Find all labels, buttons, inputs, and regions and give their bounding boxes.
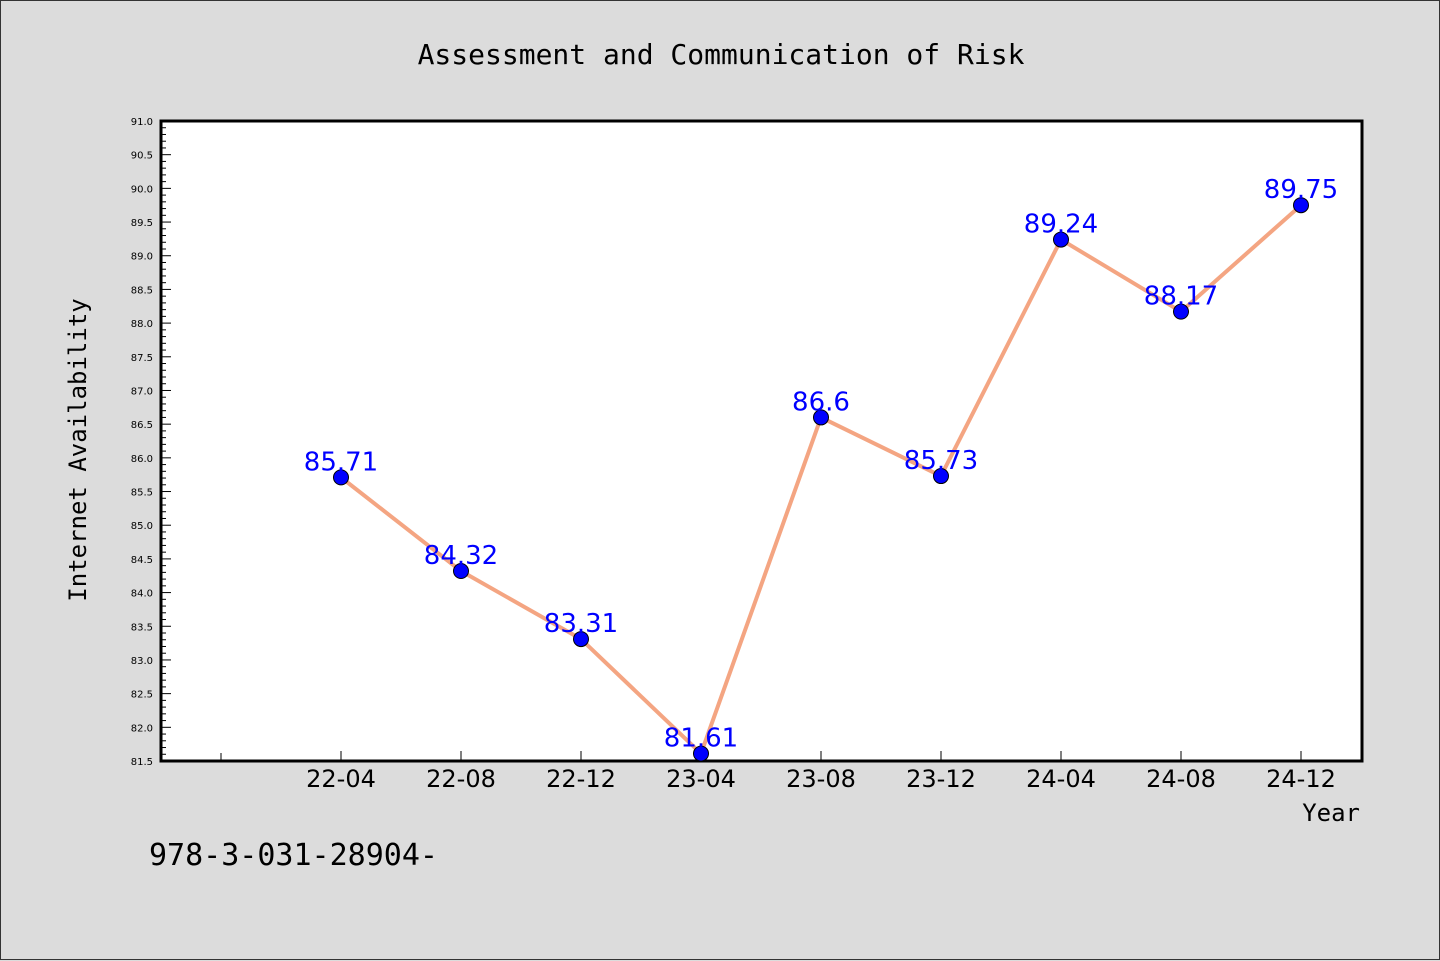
chart-title: Assessment and Communication of Risk — [418, 38, 1025, 71]
data-label: 84.32 — [424, 541, 498, 571]
data-point — [1173, 303, 1189, 320]
y-tick-label: 87.0 — [131, 386, 153, 397]
data-label: 89.24 — [1024, 210, 1098, 240]
y-tick-label: 85.0 — [131, 521, 153, 532]
data-point — [453, 563, 469, 580]
x-axis: 22-04 22-08 22-12 23-04 23-08 23-12 24-04 24-08… — [220, 751, 1336, 793]
data-label: 81.61 — [664, 724, 738, 754]
y-tick-label: 88.5 — [131, 285, 153, 296]
y-tick-label: 87.5 — [131, 353, 153, 364]
data-label: 86.6 — [792, 387, 850, 417]
y-tick-label: 90.5 — [131, 151, 153, 162]
y-tick-label: 86.0 — [131, 454, 153, 465]
data-point — [573, 631, 589, 648]
x-tick-label: 23-04 — [666, 765, 736, 793]
data-label: 83.31 — [544, 609, 618, 639]
y-tick-label: 82.0 — [131, 723, 153, 734]
y-tick-label: 89.0 — [131, 252, 153, 263]
data-point — [933, 468, 949, 485]
y-tick-label: 81.5 — [131, 757, 153, 768]
data-point — [333, 469, 349, 486]
plot-area — [159, 119, 1364, 763]
x-tick-label: 23-12 — [906, 765, 976, 793]
y-tick-label: 84.5 — [131, 555, 153, 566]
data-point — [693, 745, 709, 762]
x-tick-label: 23-08 — [786, 765, 856, 793]
x-tick-label: 22-08 — [426, 765, 496, 793]
y-axis: 81.5 82.0 82.5 83.0 83.5 84.0 84.5 85.0 85.5 86.0… — [131, 117, 171, 768]
y-tick-label: 89.5 — [131, 218, 153, 229]
y-axis-label: Internet Availability — [64, 298, 92, 601]
y-tick-label: 90.0 — [131, 184, 153, 195]
x-tick-label: 22-12 — [546, 765, 616, 793]
footer-text: 978-3-031-28904- — [149, 838, 438, 873]
y-tick-label: 83.5 — [131, 622, 153, 633]
data-label: 89.75 — [1264, 175, 1338, 205]
y-tick-label: 83.0 — [131, 656, 153, 667]
y-tick-label: 84.0 — [131, 589, 153, 600]
x-tick-label: 22-04 — [306, 765, 376, 793]
x-tick-label: 24-08 — [1146, 765, 1216, 793]
x-axis-label: Year — [1302, 799, 1360, 827]
y-tick-label: 85.5 — [131, 488, 153, 499]
series-group — [333, 197, 1309, 762]
y-tick-label: 82.5 — [131, 690, 153, 701]
x-tick-label: 24-04 — [1026, 765, 1096, 793]
data-label: 85.71 — [304, 447, 378, 477]
data-label-group: 85.71 84.32 83.31 81.61 86.6 85.73 89.24 88.17 8… — [304, 175, 1338, 753]
data-point — [1053, 231, 1069, 248]
y-tick-label: 91.0 — [131, 117, 153, 128]
data-label: 85.73 — [904, 446, 978, 476]
x-tick-label: 24-12 — [1266, 765, 1336, 793]
data-point — [813, 409, 829, 426]
data-point — [1293, 197, 1309, 214]
y-tick-label: 88.0 — [131, 319, 153, 330]
y-tick-label: 86.5 — [131, 420, 153, 431]
data-label: 88.17 — [1144, 282, 1218, 312]
